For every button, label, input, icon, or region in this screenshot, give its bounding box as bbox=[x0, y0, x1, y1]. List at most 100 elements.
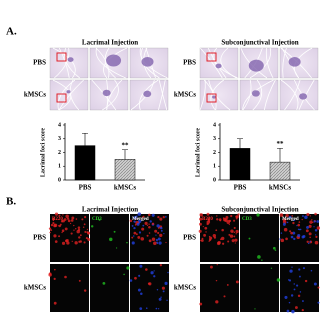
cell bbox=[293, 288, 296, 291]
cell bbox=[83, 223, 86, 226]
infiltrate bbox=[67, 57, 74, 63]
cell bbox=[233, 231, 236, 233]
cell bbox=[308, 224, 312, 228]
tissue-fold bbox=[199, 47, 223, 79]
cell bbox=[274, 249, 277, 251]
cell bbox=[84, 216, 87, 219]
cell bbox=[204, 226, 208, 230]
y-tick-label: 2 bbox=[58, 150, 61, 156]
cell bbox=[81, 218, 84, 221]
cell bbox=[297, 294, 301, 298]
cell bbox=[254, 308, 256, 310]
tissue-fold bbox=[103, 47, 128, 79]
cell bbox=[158, 297, 162, 301]
tissue-fold bbox=[252, 79, 263, 111]
cell bbox=[290, 231, 293, 235]
cell bbox=[78, 236, 81, 239]
cell bbox=[221, 228, 224, 232]
tissue-fold bbox=[284, 79, 301, 111]
tissue-fold bbox=[95, 47, 126, 79]
cell bbox=[86, 228, 89, 231]
cell bbox=[132, 235, 135, 237]
cell bbox=[141, 216, 144, 219]
cell bbox=[141, 227, 145, 231]
error-bar bbox=[237, 138, 243, 149]
cell bbox=[137, 212, 142, 216]
cell bbox=[304, 279, 308, 283]
cell bbox=[200, 239, 202, 242]
cell bbox=[161, 286, 165, 290]
cell bbox=[233, 219, 236, 222]
fluorescence-image bbox=[200, 214, 239, 262]
x-tick-label: kMSCs bbox=[114, 184, 136, 192]
cell bbox=[212, 233, 217, 238]
cell bbox=[285, 213, 289, 218]
error-bar bbox=[277, 148, 283, 163]
cell bbox=[283, 227, 288, 232]
cell bbox=[140, 237, 145, 241]
cell bbox=[208, 240, 210, 242]
cell bbox=[206, 212, 210, 216]
cell bbox=[156, 242, 159, 244]
tissue-fold bbox=[58, 79, 84, 111]
row-label: PBS bbox=[183, 59, 196, 67]
cell bbox=[314, 229, 318, 232]
panel-label: A. bbox=[6, 26, 17, 38]
cell bbox=[70, 219, 74, 222]
cell bbox=[64, 227, 68, 231]
histology-image bbox=[199, 79, 239, 111]
cell bbox=[53, 301, 57, 305]
cell bbox=[282, 222, 286, 226]
tissue-fold bbox=[280, 79, 299, 111]
cell bbox=[77, 228, 81, 232]
tissue-fold bbox=[242, 79, 274, 111]
cell bbox=[285, 237, 288, 241]
cell bbox=[311, 219, 313, 221]
cell bbox=[302, 215, 304, 217]
y-tick-label: 4 bbox=[213, 122, 216, 128]
cell bbox=[50, 229, 53, 232]
cell bbox=[309, 240, 311, 243]
cell bbox=[54, 240, 58, 243]
cell bbox=[310, 269, 313, 272]
cell bbox=[136, 215, 138, 217]
cell bbox=[230, 229, 234, 233]
cell bbox=[228, 219, 230, 222]
cell bbox=[158, 241, 162, 245]
tissue-fold bbox=[199, 79, 206, 111]
cell bbox=[297, 223, 300, 227]
cell bbox=[207, 217, 210, 220]
cell bbox=[148, 226, 151, 229]
cell bbox=[53, 277, 56, 281]
channel-label: CD3 bbox=[242, 217, 252, 222]
fluorescence-image bbox=[50, 264, 89, 312]
row-label: PBS bbox=[33, 234, 46, 242]
infiltrate bbox=[299, 93, 308, 100]
cell bbox=[102, 281, 106, 285]
cell bbox=[215, 229, 218, 232]
cell bbox=[62, 214, 64, 216]
cell bbox=[155, 307, 158, 310]
cell bbox=[142, 224, 145, 227]
cell bbox=[233, 235, 236, 238]
significance: ** bbox=[122, 141, 130, 149]
cell bbox=[70, 232, 73, 235]
infiltrate bbox=[141, 57, 154, 67]
cell bbox=[58, 235, 61, 238]
cell bbox=[61, 231, 63, 234]
tissue-fold bbox=[158, 79, 168, 111]
cell bbox=[66, 217, 70, 220]
row-label: PBS bbox=[183, 234, 196, 242]
cell bbox=[74, 241, 78, 245]
cell bbox=[58, 225, 60, 227]
cell bbox=[199, 302, 203, 306]
x-tick-label: PBS bbox=[79, 184, 92, 192]
cell bbox=[302, 267, 305, 270]
cell bbox=[166, 299, 168, 302]
cell bbox=[231, 239, 235, 243]
cell bbox=[52, 222, 55, 225]
cell bbox=[138, 274, 141, 277]
x-tick-label: PBS bbox=[234, 184, 247, 192]
channel-label: B220 bbox=[202, 217, 213, 222]
cell bbox=[210, 265, 213, 269]
